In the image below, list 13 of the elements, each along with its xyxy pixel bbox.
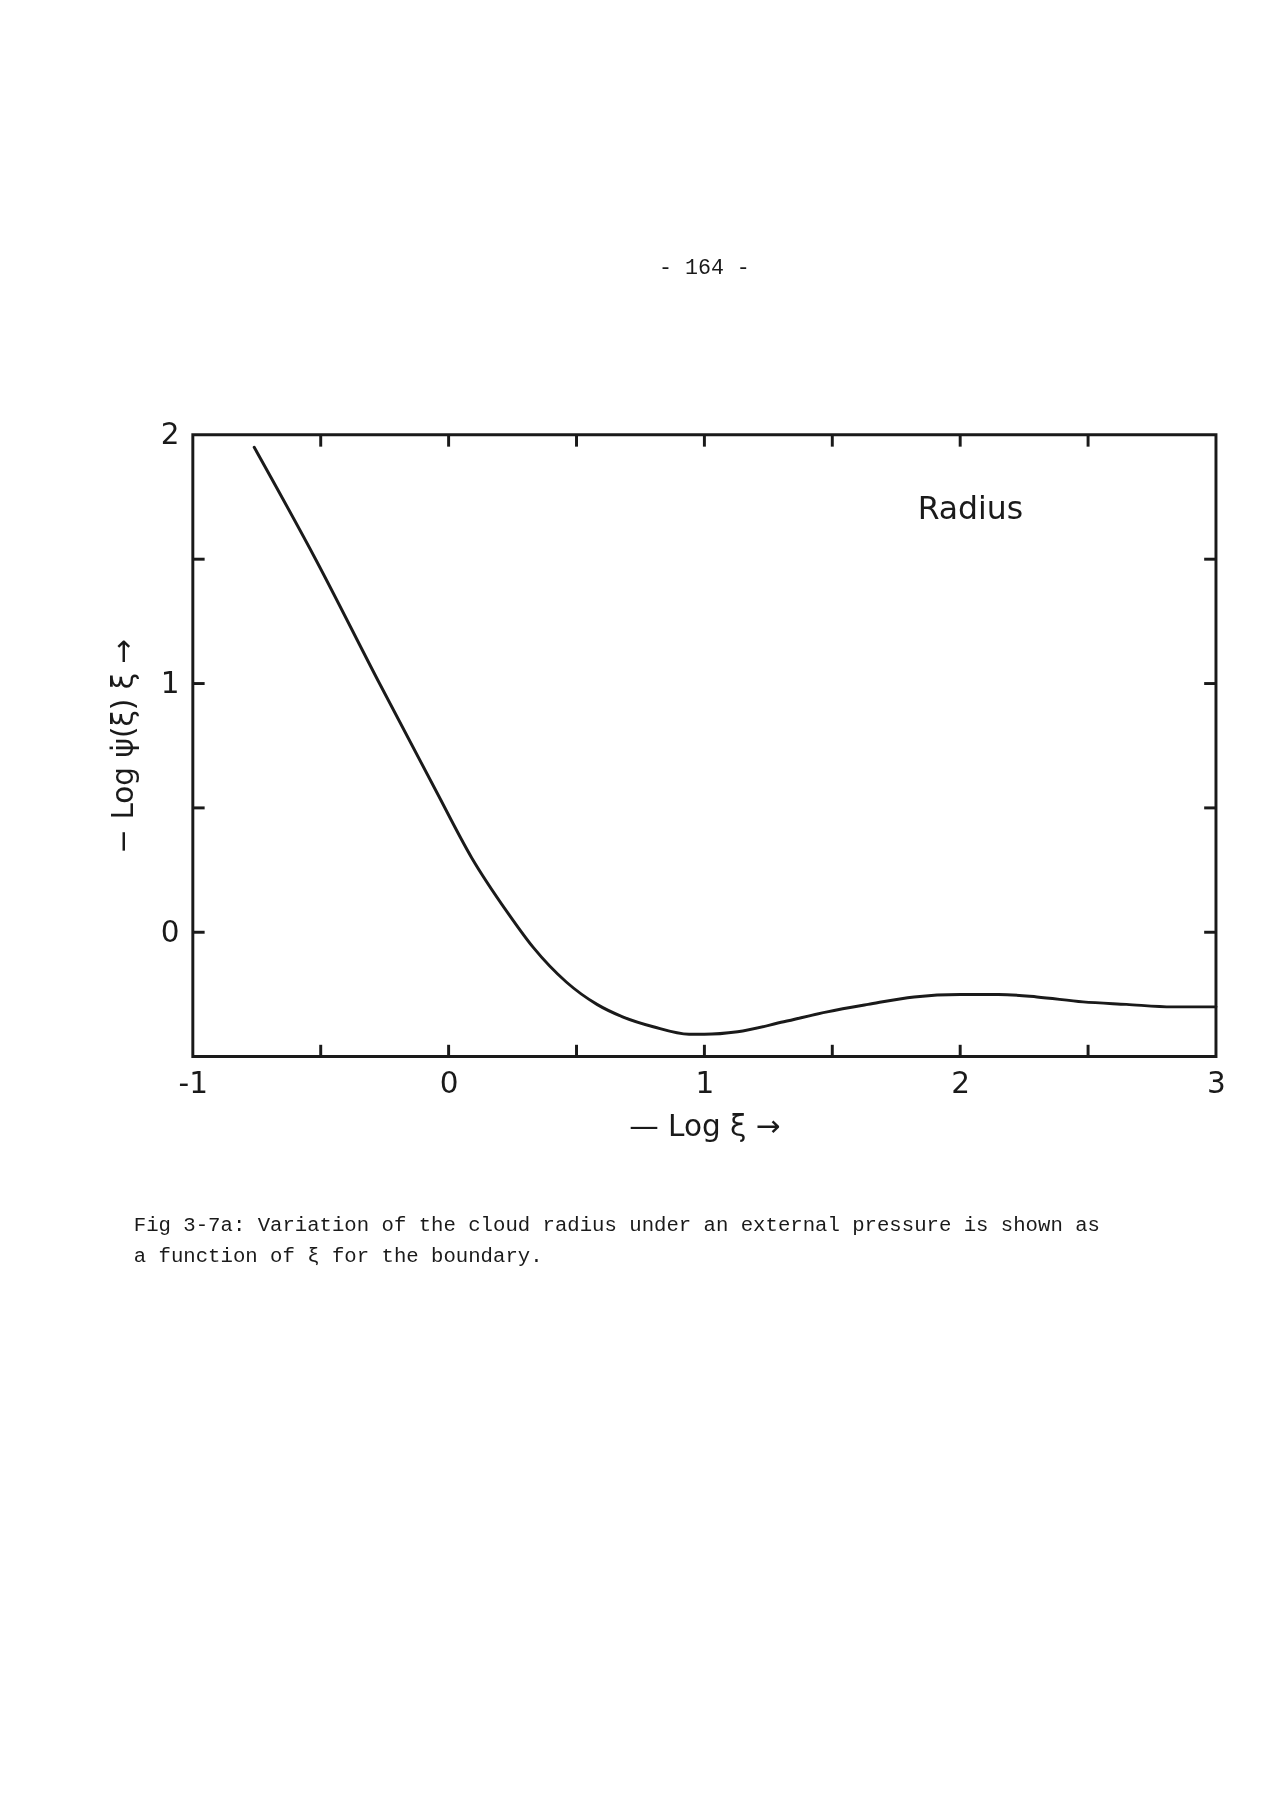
x-tick-label: 3 <box>1207 1065 1226 1100</box>
y-tick-label: 1 <box>160 665 180 700</box>
x-tick-label: -1 <box>178 1065 209 1100</box>
text: - 164 - <box>658 256 750 281</box>
x-tick-label: 2 <box>951 1065 971 1100</box>
text: Radius <box>917 490 1024 527</box>
x-tick-label: 0 <box>439 1065 459 1100</box>
x-axis-title: — Log ξ → <box>629 1108 781 1143</box>
y-axis-title: − Log ψ̇(ξ) ξ → <box>106 638 141 854</box>
y-tick-label: 2 <box>160 417 180 452</box>
caption: Fig 3-7a: Variation of the cloud radius under an external pressure is shown as a function of ξ for the boundary. <box>133 1213 1100 1269</box>
y-tick-label: 0 <box>160 914 180 949</box>
x-tick-label: 1 <box>695 1065 715 1100</box>
